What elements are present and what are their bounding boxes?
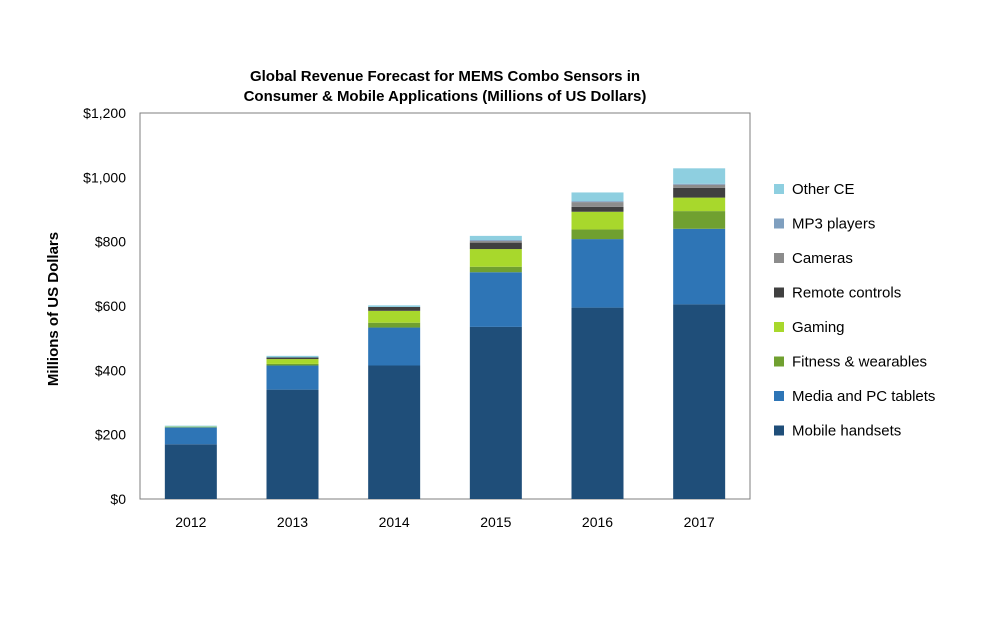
bar-segment: [673, 304, 726, 499]
bar-segment: [571, 229, 624, 240]
bar-segment: [368, 305, 421, 307]
bar-segment: [469, 241, 522, 243]
bar-segment: [368, 306, 421, 311]
bar-segment: [368, 327, 421, 366]
x-tick-label: 2014: [379, 514, 410, 530]
bar-segment: [164, 425, 217, 427]
y-axis-label: Millions of US Dollars: [45, 232, 62, 386]
legend-label: MP3 players: [792, 216, 875, 233]
bar-segment: [571, 211, 624, 230]
legend-swatch: [774, 218, 784, 229]
bar-segment: [673, 187, 726, 198]
x-tick-label: 2015: [480, 514, 511, 530]
bar-segment: [164, 427, 217, 445]
bar-segment: [469, 240, 522, 242]
bar-segment: [469, 235, 522, 241]
x-tick-label: 2016: [582, 514, 613, 530]
bar-segment: [673, 211, 726, 229]
bar-segment: [571, 192, 624, 202]
bar-segment: [673, 197, 726, 212]
legend-label: Mobile handsets: [792, 423, 901, 440]
y-tick-label: $1,200: [83, 105, 126, 121]
bar-segment: [368, 310, 421, 323]
bar-segment: [673, 168, 726, 184]
plot-area-frame: [139, 112, 751, 500]
x-tick-label: 2013: [277, 514, 308, 530]
legend-swatch: [774, 287, 784, 298]
legend-label: Fitness & wearables: [792, 354, 927, 371]
legend: Other CE MP3 players Cameras Remote control…: [774, 181, 935, 440]
bar-segment: [368, 322, 421, 328]
y-axis-ticks: $0 $200 $400 $600 $800 $1,000 $1,200: [83, 105, 126, 507]
bar-segment: [571, 206, 624, 212]
bar-segment: [164, 426, 217, 428]
bar-segment: [266, 355, 319, 358]
bar-segment: [673, 184, 726, 188]
y-tick-label: $1,000: [83, 169, 126, 185]
y-tick-label: $800: [95, 234, 126, 250]
y-tick-label: $200: [95, 427, 126, 443]
y-tick-label: $400: [95, 362, 126, 378]
bar-segment: [469, 242, 522, 250]
legend-swatch: [774, 391, 784, 401]
bar-segment: [266, 357, 319, 360]
bar-stacks: [164, 168, 726, 499]
bar-segment: [571, 239, 624, 308]
chart-title-line-2: Consumer & Mobile Applications (Millions…: [244, 88, 647, 105]
bar-segment: [469, 249, 522, 267]
bar-segment: [266, 359, 319, 364]
x-axis-ticks: 2012 2013 2014 2015 2016 2017: [175, 514, 715, 530]
bar-segment: [571, 307, 624, 499]
bar-segment: [673, 183, 726, 185]
legend-swatch: [774, 322, 784, 332]
bar-segment: [164, 444, 217, 499]
bar-segment: [266, 365, 319, 390]
legend-label: Other CE: [792, 181, 855, 198]
x-tick-label: 2017: [684, 514, 715, 530]
bar-segment: [571, 202, 624, 207]
legend-swatch: [774, 425, 784, 436]
bar-segment: [469, 266, 522, 273]
bar-segment: [469, 326, 522, 499]
bar-segment: [266, 389, 319, 499]
y-tick-label: $0: [110, 491, 126, 507]
legend-label: Remote controls: [792, 285, 901, 302]
bar-segment: [469, 272, 522, 327]
chart-title-line-1: Global Revenue Forecast for MEMS Combo S…: [250, 68, 640, 85]
bar-segment: [368, 365, 421, 499]
legend-swatch: [774, 184, 784, 194]
legend-label: Media and PC tablets: [792, 388, 935, 405]
x-tick-label: 2012: [175, 514, 206, 530]
bar-segment: [673, 228, 726, 305]
bar-segment: [571, 201, 624, 203]
legend-label: Gaming: [792, 319, 845, 336]
legend-label: Cameras: [792, 250, 853, 267]
bar-segment: [266, 363, 319, 366]
legend-swatch: [774, 356, 784, 367]
y-tick-label: $600: [95, 298, 126, 314]
legend-swatch: [774, 253, 784, 263]
